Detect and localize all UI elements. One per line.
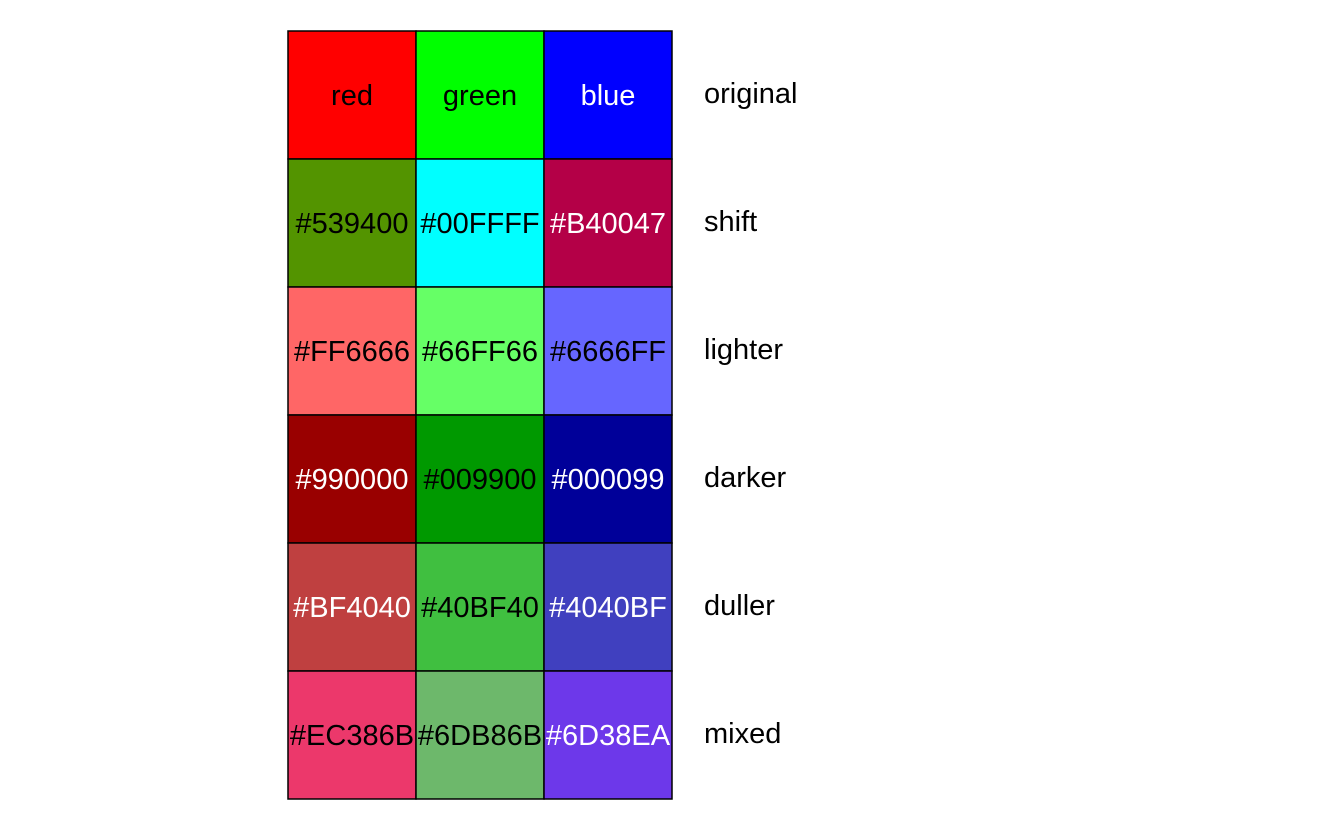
swatch-label: #BF4040 (293, 592, 411, 624)
swatch (543, 542, 673, 672)
swatch (287, 670, 417, 800)
swatch-label: #6D38EA (546, 720, 671, 752)
swatch (287, 542, 417, 672)
swatch (415, 670, 545, 800)
row-label: lighter (704, 334, 783, 366)
row-label: shift (704, 206, 757, 238)
swatch (543, 30, 673, 160)
swatch (543, 158, 673, 288)
swatch (543, 670, 673, 800)
swatch (415, 30, 545, 160)
swatch (287, 30, 417, 160)
swatch-label: #990000 (296, 464, 409, 496)
swatch-label: #40BF40 (421, 592, 539, 624)
swatch-label: #539400 (296, 208, 409, 240)
swatch-label: #4040BF (549, 592, 667, 624)
swatch-label: #FF6666 (294, 336, 410, 368)
swatch (287, 158, 417, 288)
swatch-label: blue (581, 80, 636, 112)
swatch (415, 286, 545, 416)
swatch-label: #00FFFF (420, 208, 539, 240)
swatch-label: #009900 (424, 464, 537, 496)
swatch (543, 414, 673, 544)
row-label: original (704, 78, 798, 110)
swatch-label: #000099 (552, 464, 665, 496)
row-label: darker (704, 462, 787, 494)
swatch (287, 414, 417, 544)
swatch-label: #B40047 (550, 208, 666, 240)
swatch-label: green (443, 80, 517, 112)
swatch-label: red (331, 80, 373, 112)
swatch (415, 542, 545, 672)
swatch-label: #6DB86B (418, 720, 542, 752)
swatch-label: #EC386B (290, 720, 414, 752)
swatch-label: #6666FF (550, 336, 666, 368)
swatch-label: #66FF66 (422, 336, 538, 368)
swatch (415, 158, 545, 288)
row-label: duller (704, 590, 775, 622)
row-label: mixed (704, 718, 781, 750)
